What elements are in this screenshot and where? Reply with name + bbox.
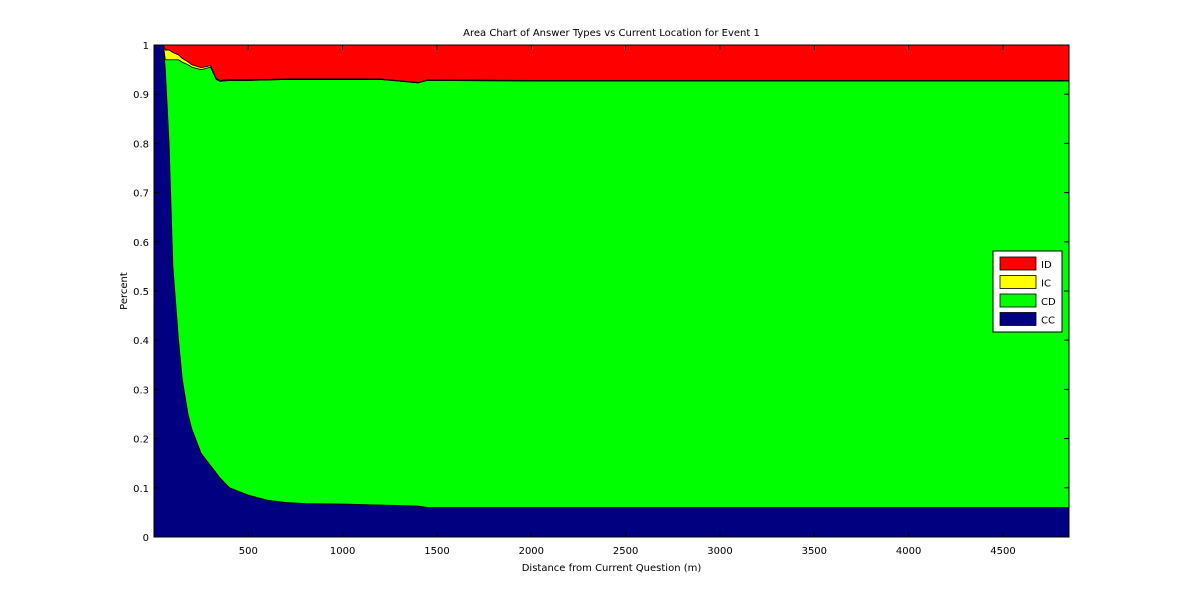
- y-tick-label: 1: [143, 41, 149, 52]
- x-tick-label: 4000: [896, 546, 921, 557]
- chart-title: Area Chart of Answer Types vs Current Lo…: [463, 28, 760, 39]
- area-series-id: [153, 44, 1070, 83]
- y-tick-label: 0.7: [133, 189, 149, 200]
- x-tick-label: 500: [239, 546, 258, 557]
- y-tick-label: 0.5: [133, 287, 149, 298]
- area-series-group: [153, 44, 1070, 538]
- x-tick-label: 2500: [613, 546, 638, 557]
- y-tick-label: 0.8: [133, 139, 149, 150]
- x-tick-label: 2000: [519, 546, 544, 557]
- legend-label-id: ID: [1041, 260, 1052, 271]
- legend: ID IC CD CC: [992, 250, 1063, 333]
- legend-swatch-cc: [999, 312, 1037, 326]
- x-axis-title: Distance from Current Question (m): [522, 563, 702, 574]
- y-tick-label: 0.4: [133, 336, 149, 347]
- y-axis-ticks: 0 0.1 0.2 0.3 0.4 0.5 0.6 0.7 0.8 0.9 1: [133, 41, 1069, 544]
- x-tick-label: 1500: [424, 546, 449, 557]
- legend-swatch-cd: [999, 293, 1037, 308]
- x-tick-label: 3500: [802, 546, 827, 557]
- x-axis-ticks: 500 1000 1500 2000 2500 3000 3500 4000 4500: [239, 45, 1016, 557]
- legend-label-cd: CD: [1041, 297, 1056, 308]
- legend-swatch-id: [999, 256, 1037, 271]
- y-tick-label: 0.9: [133, 90, 149, 101]
- x-tick-label: 1000: [330, 546, 355, 557]
- x-tick-label: 3000: [707, 546, 732, 557]
- y-tick-label: 0.3: [133, 385, 149, 396]
- area-series-cd: [153, 44, 1070, 508]
- x-tick-label: 4500: [990, 546, 1015, 557]
- legend-swatch-ic: [999, 275, 1037, 289]
- y-axis-title: Percent: [119, 272, 130, 310]
- y-tick-label: 0.1: [133, 484, 149, 495]
- y-tick-label: 0.6: [133, 238, 149, 249]
- legend-label-ic: IC: [1041, 279, 1051, 290]
- y-tick-label: 0: [143, 533, 149, 544]
- legend-label-cc: CC: [1041, 316, 1055, 327]
- y-tick-label: 0.2: [133, 435, 149, 446]
